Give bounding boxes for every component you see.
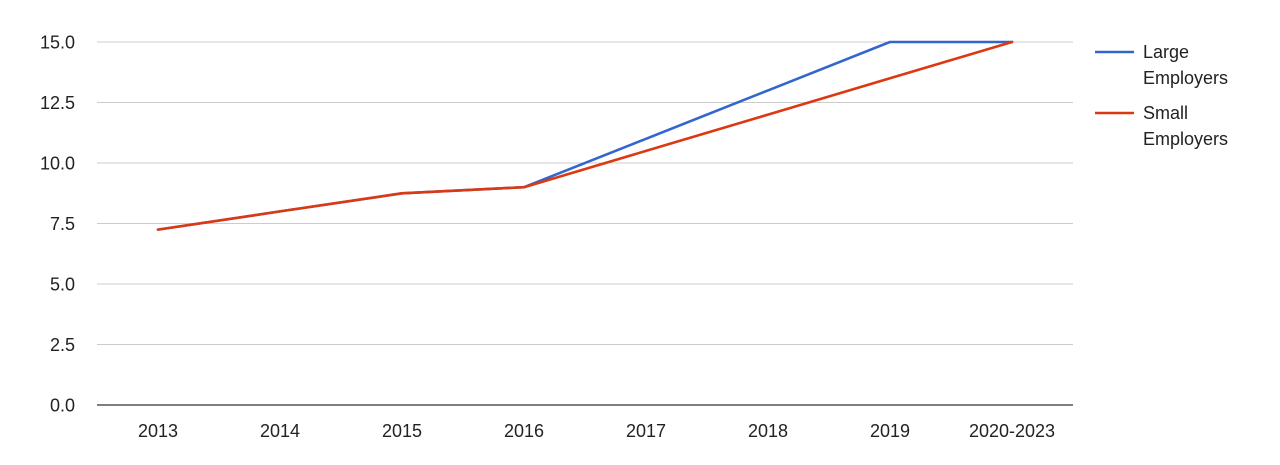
legend-label-line: Small [1143,103,1188,123]
x-axis-tick-labels: 2013 2014 2015 2016 2017 2018 2019 2020-2023 [138,421,1055,441]
y-tick-label: 0.0 [50,396,75,416]
y-tick-label: 10.0 [40,154,75,174]
legend-label-line: Employers [1143,129,1228,149]
legend-label: Large Employers [1143,42,1228,88]
series-line-large-employers [156,40,1014,231]
x-tick-label: 2019 [870,421,910,441]
y-tick-label: 5.0 [50,275,75,295]
x-tick-label: 2016 [504,421,544,441]
legend-label-line: Employers [1143,68,1228,88]
x-tick-label: 2015 [382,421,422,441]
x-tick-label: 2017 [626,421,666,441]
x-tick-label: 2013 [138,421,178,441]
legend: Large Employers Small Employers [1095,42,1228,149]
legend-label: Small Employers [1143,103,1228,149]
x-tick-label: 2020-2023 [969,421,1055,441]
x-tick-label: 2014 [260,421,300,441]
gridlines [97,41,1073,345]
legend-label-line: Large [1143,42,1189,62]
legend-item-small-employers: Small Employers [1095,103,1228,149]
series-lines [156,40,1014,231]
y-tick-label: 2.5 [50,335,75,355]
y-tick-label: 12.5 [40,93,75,113]
series-line-small-employers [156,40,1014,231]
x-tick-label: 2018 [748,421,788,441]
legend-item-large-employers: Large Employers [1095,42,1228,88]
y-tick-label: 7.5 [50,214,75,234]
y-tick-label: 15.0 [40,33,75,53]
y-axis-tick-labels: 0.0 2.5 5.0 7.5 10.0 12.5 15.0 [40,33,75,416]
